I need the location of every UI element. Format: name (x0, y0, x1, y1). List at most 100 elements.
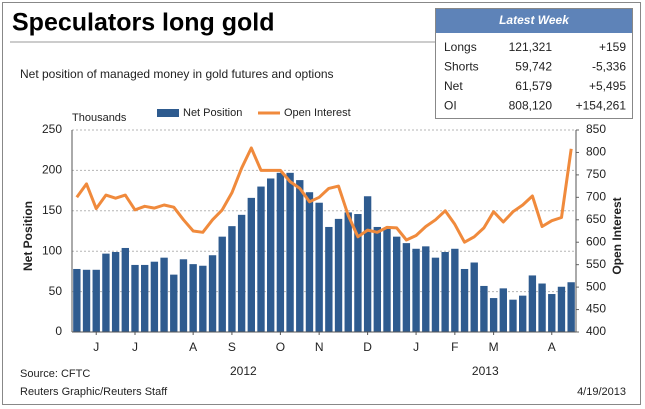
bar (402, 243, 411, 332)
bar (73, 268, 81, 332)
x-tick-label: M (489, 340, 499, 354)
bar (170, 274, 178, 332)
bar (237, 214, 246, 332)
x-tick-label: S (228, 340, 236, 354)
y2-tick-label: 850 (586, 122, 606, 136)
bar (431, 257, 440, 332)
bar (267, 178, 275, 332)
bar (509, 299, 517, 332)
bar (131, 264, 139, 332)
bar (412, 248, 420, 332)
bar (373, 226, 381, 332)
table-value: 61,579 (515, 79, 552, 93)
x-tick-label: A (189, 340, 197, 354)
y2-tick-label: 450 (586, 302, 606, 316)
y-unit: Thousands (72, 112, 127, 124)
table-label: OI (444, 99, 457, 113)
table-title: Latest Week (499, 13, 570, 27)
bar (296, 180, 304, 332)
x-group-label: 2013 (472, 364, 499, 378)
legend-label: Net Position (183, 107, 242, 119)
table-label: Shorts (444, 60, 479, 74)
table-value: 808,120 (509, 99, 553, 113)
y-tick-label: 100 (42, 243, 62, 257)
table-label: Net (444, 79, 463, 93)
bar (548, 294, 556, 332)
y2-tick-label: 600 (586, 234, 606, 248)
y-tick-label: 200 (42, 163, 62, 177)
table-change: -5,336 (592, 60, 626, 74)
bar (383, 228, 391, 332)
x-tick-label: D (363, 340, 372, 354)
table-change: +159 (599, 40, 626, 54)
chart-title: Speculators long gold (12, 9, 275, 37)
bar (334, 218, 343, 332)
y-tick-label: 250 (42, 122, 62, 136)
table-header (436, 9, 632, 33)
bar (150, 261, 159, 332)
table-change: +5,495 (589, 79, 626, 93)
y-tick-label: 150 (42, 203, 62, 217)
y2-tick-label: 550 (586, 257, 606, 271)
y2-axis-title: Open Interest (610, 197, 624, 274)
line (75, 146, 573, 244)
bar (228, 226, 236, 332)
bar (102, 253, 110, 332)
x-tick-label: N (315, 340, 324, 354)
bar (567, 282, 575, 332)
bar (489, 298, 498, 332)
table-value: 121,321 (509, 40, 553, 54)
bar (393, 236, 401, 332)
x-tick-label: A (548, 340, 556, 354)
x-group-label: 2012 (230, 364, 257, 378)
bar (218, 236, 226, 332)
legend-swatch (157, 109, 179, 117)
bar (247, 197, 255, 332)
bar (286, 172, 294, 332)
bar (451, 248, 459, 332)
chart-subtitle: Net position of managed money in gold fu… (20, 67, 334, 81)
bar (344, 212, 352, 332)
source: Source: CFTC (20, 368, 90, 380)
bar (363, 196, 372, 332)
date: 4/19/2013 (577, 386, 626, 398)
bar (528, 275, 537, 332)
bar (276, 172, 285, 332)
bar (82, 269, 91, 332)
x-tick-label: O (276, 340, 285, 354)
y2-tick-label: 750 (586, 167, 606, 181)
bar (199, 265, 207, 332)
bar (141, 264, 149, 332)
y-tick-label: 0 (55, 324, 62, 338)
x-tick-label: F (451, 340, 458, 354)
bar (519, 295, 527, 332)
bar (121, 247, 129, 332)
y-axis-title: Net Position (21, 201, 35, 271)
y2-tick-label: 700 (586, 190, 606, 204)
x-tick-label: J (132, 340, 138, 354)
bar (470, 262, 478, 332)
bar (257, 186, 265, 332)
y2-tick-label: 400 (586, 324, 606, 338)
table-change: +154,261 (576, 99, 627, 113)
y2-tick-label: 650 (586, 212, 606, 226)
bar (92, 269, 100, 332)
table-value: 59,742 (515, 60, 552, 74)
bar (422, 246, 430, 332)
bar (538, 283, 546, 332)
y2-tick-label: 800 (586, 145, 606, 159)
bar (315, 202, 323, 332)
bar (179, 259, 188, 332)
y2-tick-label: 500 (586, 279, 606, 293)
table-label: Longs (444, 40, 477, 54)
x-tick-label: J (413, 340, 419, 354)
bar (441, 252, 449, 332)
y-tick-label: 50 (49, 284, 63, 298)
bar (460, 268, 469, 332)
bar (499, 288, 507, 332)
bar (557, 286, 566, 332)
bar (480, 285, 488, 332)
x-tick-label: J (93, 340, 99, 354)
bar (305, 192, 314, 332)
